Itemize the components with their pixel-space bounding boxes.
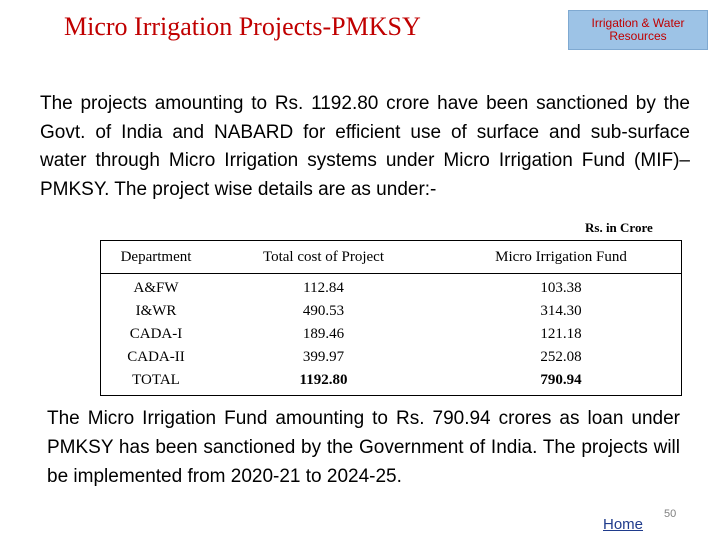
cell-mif-sum: 790.94 xyxy=(540,372,582,388)
table-row: I&WR 490.53 314.30 xyxy=(101,300,681,323)
cell-total-cost: 399.97 xyxy=(302,349,345,365)
intro-paragraph: The projects amounting to Rs. 1192.80 cr… xyxy=(40,93,690,200)
department-badge: Irrigation & Water Resources xyxy=(568,10,708,50)
cell-total-cost: 189.46 xyxy=(302,326,345,342)
home-link[interactable]: Home xyxy=(603,516,644,533)
cell-total-cost: 112.84 xyxy=(303,280,344,296)
header-total-cost: Total cost of Project xyxy=(262,249,384,265)
cell-department: CADA-II xyxy=(127,349,185,365)
header-department: Department xyxy=(120,249,192,265)
table-header-row: Department Total cost of Project Micro I… xyxy=(101,241,681,274)
cell-mif: 121.18 xyxy=(540,326,582,342)
cell-department: CADA-I xyxy=(129,326,183,342)
cell-mif: 314.30 xyxy=(540,303,582,319)
slide-title: Micro Irrigation Projects-PMKSY xyxy=(64,12,421,41)
department-badge-line1: Irrigation & Water xyxy=(591,16,685,30)
table-row: A&FW 112.84 103.38 xyxy=(101,277,681,300)
table-total-row: TOTAL 1192.80 790.94 xyxy=(101,369,681,392)
table-row: CADA-I 189.46 121.18 xyxy=(101,323,681,346)
table-row: CADA-II 399.97 252.08 xyxy=(101,346,681,369)
cell-department: I&WR xyxy=(135,303,177,319)
cell-department: A&FW xyxy=(133,280,179,296)
cell-total-cost-sum: 1192.80 xyxy=(299,372,348,388)
cell-total-label: TOTAL xyxy=(132,372,180,388)
header-mif: Micro Irrigation Fund xyxy=(495,249,627,265)
cell-mif: 103.38 xyxy=(540,280,582,296)
projects-table: Department Total cost of Project Micro I… xyxy=(100,240,682,396)
cell-total-cost: 490.53 xyxy=(302,303,345,319)
page-number: 50 xyxy=(664,508,677,520)
cell-mif: 252.08 xyxy=(540,349,582,365)
unit-note: Rs. in Crore xyxy=(585,220,653,235)
outro-paragraph: The Micro Irrigation Fund amounting to R… xyxy=(47,408,680,487)
department-badge-line2: Resources xyxy=(609,29,667,43)
